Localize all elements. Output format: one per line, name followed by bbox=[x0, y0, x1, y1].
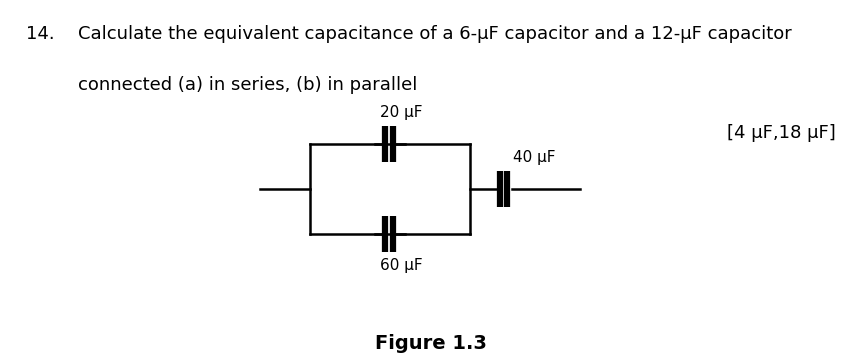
Text: [4 μF,18 μF]: [4 μF,18 μF] bbox=[727, 124, 835, 142]
Text: connected (a) in series, (b) in parallel: connected (a) in series, (b) in parallel bbox=[77, 76, 417, 94]
Text: Figure 1.3: Figure 1.3 bbox=[375, 334, 486, 353]
Text: Calculate the equivalent capacitance of a 6-μF capacitor and a 12-μF capacitor: Calculate the equivalent capacitance of … bbox=[77, 25, 790, 43]
Text: 14.: 14. bbox=[26, 25, 54, 43]
Text: 40 μF: 40 μF bbox=[512, 150, 554, 165]
Text: 20 μF: 20 μF bbox=[380, 105, 422, 120]
Text: 60 μF: 60 μF bbox=[380, 258, 422, 273]
